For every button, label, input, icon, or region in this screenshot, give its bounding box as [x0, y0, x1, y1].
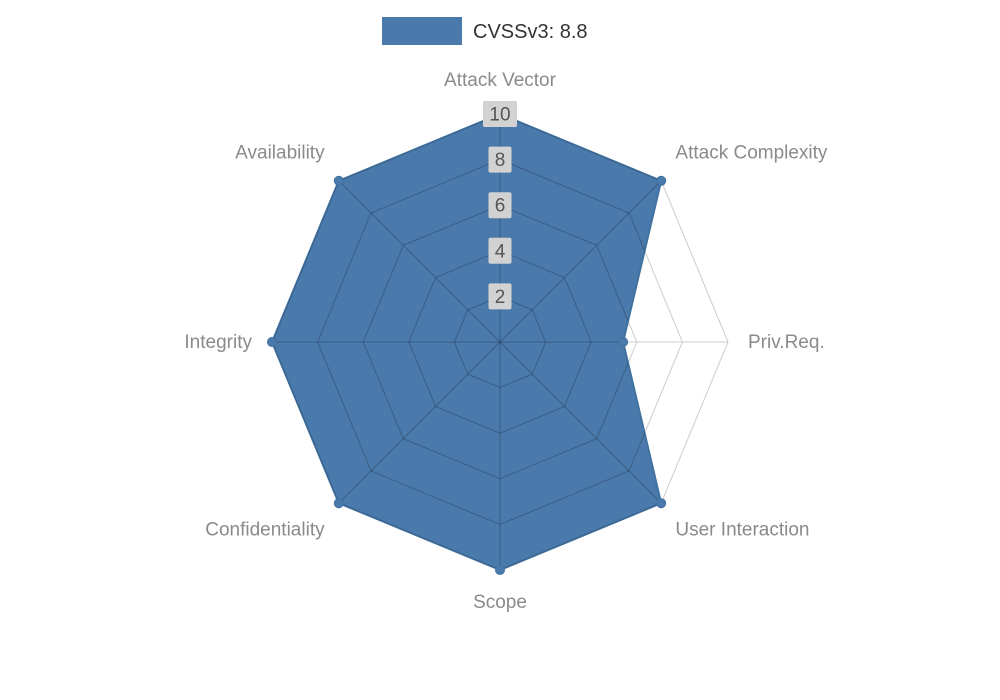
data-point [618, 337, 629, 347]
grid-ring-inner [362, 204, 638, 480]
data-point [267, 337, 277, 347]
chart-legend[interactable]: CVSSv3: 8.8 [382, 17, 588, 45]
legend-label[interactable]: CVSSv3: 8.8 [473, 21, 588, 43]
axis-label-confidentiality: Confidentiality [205, 519, 325, 540]
axis-label-attack-complexity: Attack Complexity [675, 143, 828, 164]
tick-label: 4 [495, 241, 506, 262]
axis-label-availability: Availability [235, 143, 325, 164]
data-point [333, 175, 344, 186]
axis-label-scope: Scope [473, 592, 527, 613]
tick-label: 6 [495, 196, 506, 217]
grid-spoke-inner [499, 341, 662, 504]
tick-label: 10 [489, 105, 510, 126]
legend-swatch[interactable] [382, 17, 462, 45]
tick-label-bg [488, 237, 512, 264]
grid-ring-inner [272, 114, 662, 570]
data-point [333, 498, 344, 509]
axis-label-attack-vector: Attack Vector [444, 70, 557, 91]
grid-spoke-inner [338, 341, 501, 504]
axis-label-integrity: Integrity [184, 332, 252, 353]
radial-tick-labels: 2 4 6 8 10 [483, 101, 517, 310]
data-point [656, 498, 667, 509]
axis-label-user-interaction: User Interaction [675, 519, 809, 540]
grid-spoke-inner [338, 180, 501, 343]
data-point [495, 565, 505, 575]
axis-labels: Attack Vector Attack Complexity Priv.Req. U… [184, 70, 828, 613]
tick-label-bg [488, 192, 512, 219]
data-point [656, 175, 667, 186]
tick-label: 2 [495, 287, 506, 308]
tick-label-bg [483, 101, 517, 127]
radar-grid-inner [272, 114, 662, 570]
tick-label-bg [488, 283, 512, 310]
tick-label: 8 [495, 150, 506, 171]
tick-label-bg [488, 146, 512, 173]
grid-ring-inner [453, 295, 547, 389]
grid-spoke-inner [499, 180, 662, 343]
axis-label-priv-req: Priv.Req. [748, 332, 825, 353]
grid-ring-inner [408, 250, 592, 434]
